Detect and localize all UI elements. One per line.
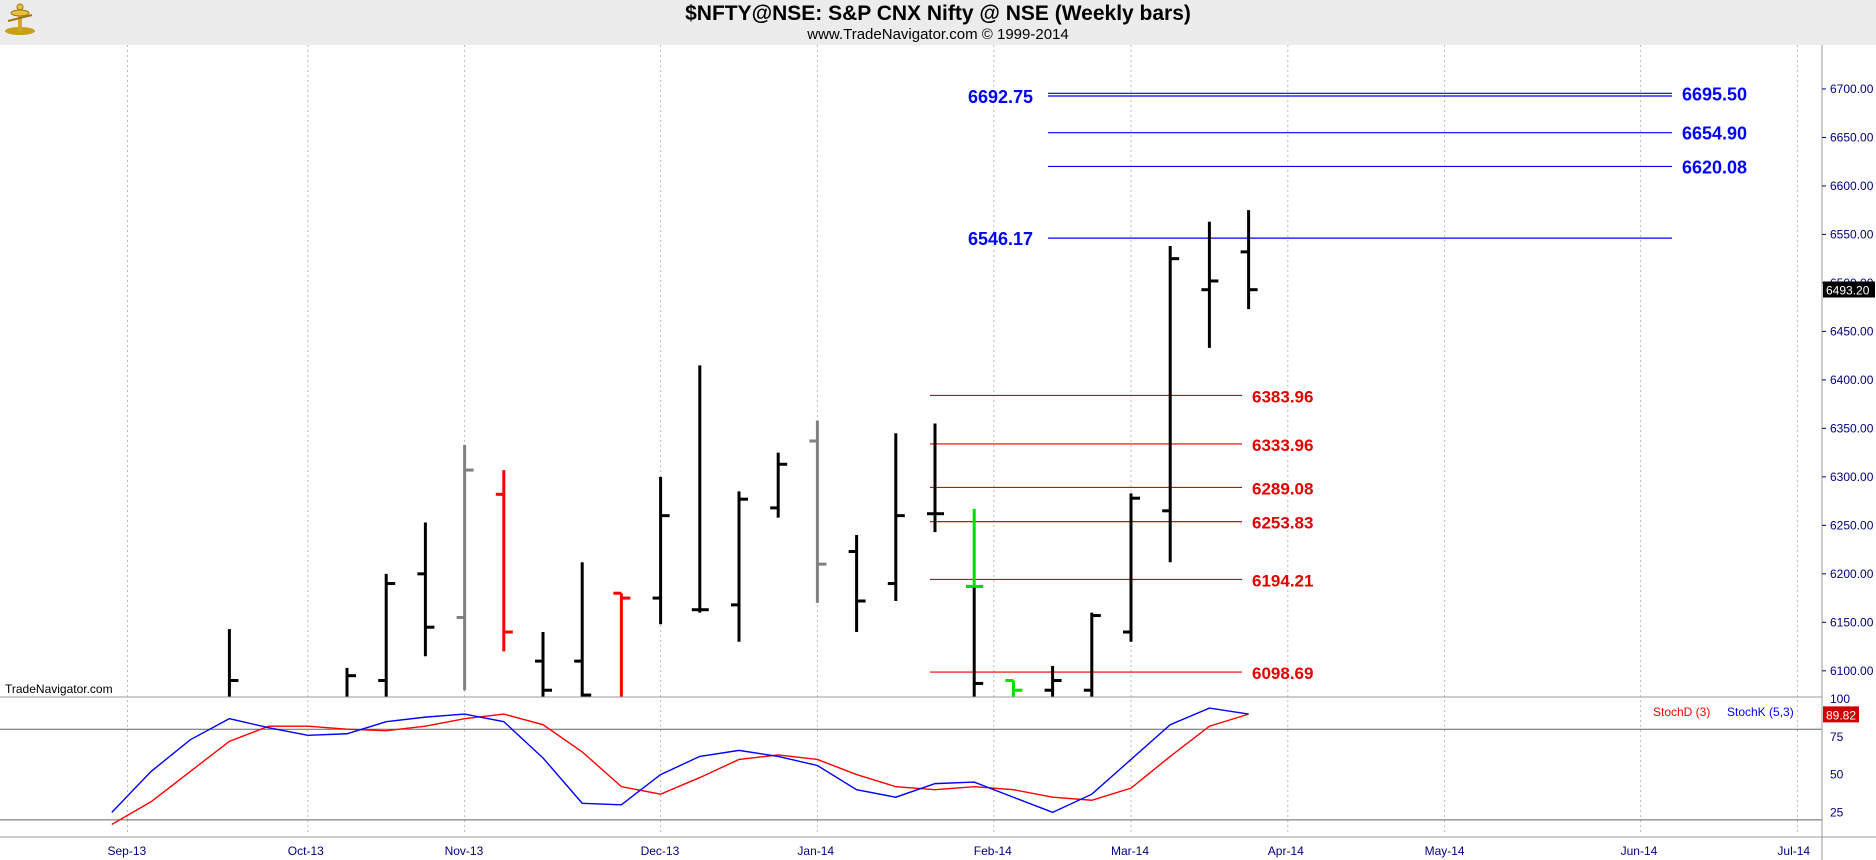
stoch-tick-label: 25 <box>1830 805 1844 819</box>
x-tick-label: Nov-13 <box>445 844 484 858</box>
stoch-tick-label: 75 <box>1830 730 1844 744</box>
x-tick-label: Jul-14 <box>1777 844 1810 858</box>
grid-lines <box>126 45 1798 835</box>
chart-title: $NFTY@NSE: S&P CNX Nifty @ NSE (Weekly b… <box>685 2 1191 25</box>
stoch-series-line <box>111 707 1249 814</box>
red-level-label: 6289.08 <box>1252 479 1313 498</box>
last-price-box <box>1823 281 1875 298</box>
x-tick-label: Mar-14 <box>1111 844 1149 858</box>
chart-subtitle: www.TradeNavigator.com © 1999-2014 <box>807 26 1069 43</box>
red-level-label: 6253.83 <box>1252 514 1313 533</box>
stochastic-panel: 25 50 75 100 StochD (3) StochK (5,3) 89.82 <box>0 692 1859 826</box>
y-tick-label: 6200.00 <box>1830 567 1874 581</box>
stoch-tick-label: 100 <box>1830 692 1850 706</box>
y-tick-label: 6250.00 <box>1830 518 1874 532</box>
red-level-label: 6383.96 <box>1252 387 1313 406</box>
stoch-legend-label: StochD (3) <box>1653 705 1710 719</box>
y-tick-label: 6550.00 <box>1830 227 1874 241</box>
y-tick-label: 6150.00 <box>1830 615 1874 629</box>
red-level-label: 6333.96 <box>1252 436 1313 455</box>
y-tick-label: 6600.00 <box>1830 179 1874 193</box>
price-panel: 6695.50 6692.75 6654.90 6620.08 6546.17 6383.… <box>227 84 1747 697</box>
stoch-legend-label: StochK (5,3) <box>1727 705 1794 719</box>
red-level-label: 6098.69 <box>1252 664 1313 683</box>
y-tick-label: 6350.00 <box>1830 421 1874 435</box>
blue-level-label: 6620.08 <box>1682 157 1747 177</box>
y-tick-label: 6100.00 <box>1830 664 1874 678</box>
x-tick-label: Feb-14 <box>974 844 1012 858</box>
x-tick-label: Dec-13 <box>641 844 680 858</box>
y-tick-label: 6700.00 <box>1830 82 1874 96</box>
blue-level-label: 6695.50 <box>1682 84 1747 104</box>
axes: Sep-13 Oct-13 Nov-13 Dec-13 Jan-14 Feb-14 Mar-… <box>0 45 1876 860</box>
tradenavigator-logo-icon <box>2 1 38 42</box>
blue-level-label: 6546.17 <box>968 229 1033 249</box>
stoch-last-box <box>1823 706 1859 723</box>
y-tick-label: 6400.00 <box>1830 373 1874 387</box>
y-tick-label: 6450.00 <box>1830 324 1874 338</box>
stoch-series-line <box>111 713 1249 826</box>
chart-area: 6695.50 6692.75 6654.90 6620.08 6546.17 6383.… <box>0 45 1876 860</box>
y-tick-label: 6300.00 <box>1830 470 1874 484</box>
x-tick-label: Jun-14 <box>1621 844 1658 858</box>
x-tick-label: May-14 <box>1425 844 1465 858</box>
y-tick-label: 6650.00 <box>1830 130 1874 144</box>
blue-level-label: 6692.75 <box>968 87 1033 107</box>
red-level-label: 6194.21 <box>1252 571 1313 590</box>
watermark-text: TradeNavigator.com <box>5 682 113 696</box>
ohlc-bars <box>227 210 1258 697</box>
chart-header: $NFTY@NSE: S&P CNX Nifty @ NSE (Weekly b… <box>0 0 1876 45</box>
x-tick-label: Jan-14 <box>797 844 834 858</box>
x-tick-label: Sep-13 <box>107 844 146 858</box>
stoch-last-label: 89.82 <box>1826 708 1856 722</box>
last-price-label: 6493.20 <box>1826 283 1870 297</box>
stoch-tick-label: 50 <box>1830 768 1844 782</box>
blue-level-label: 6654.90 <box>1682 124 1747 144</box>
x-tick-label: Oct-13 <box>288 844 324 858</box>
x-tick-label: Apr-14 <box>1268 844 1304 858</box>
